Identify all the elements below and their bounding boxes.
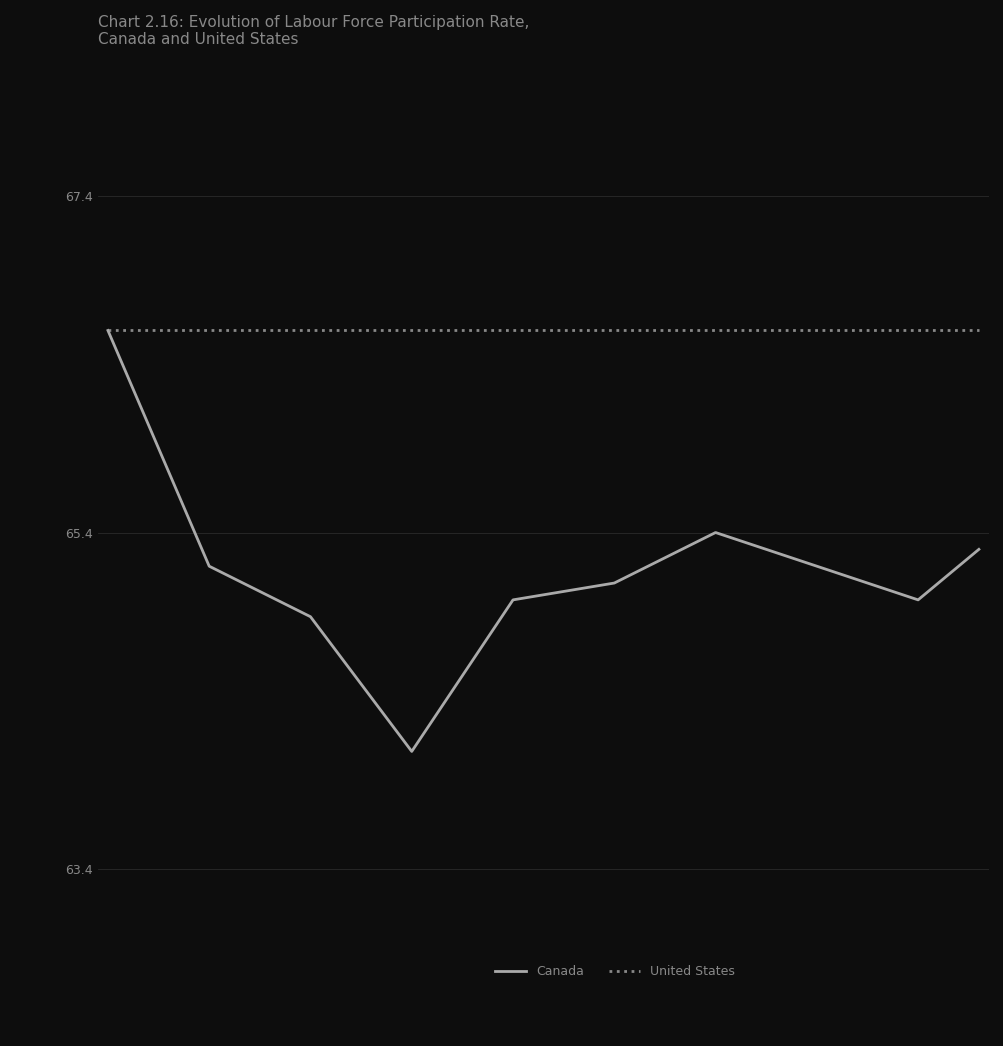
Legend: Canada, United States: Canada, United States xyxy=(489,960,739,983)
Text: Chart 2.16: Evolution of Labour Force Participation Rate,
Canada and United Stat: Chart 2.16: Evolution of Labour Force Pa… xyxy=(97,15,529,47)
